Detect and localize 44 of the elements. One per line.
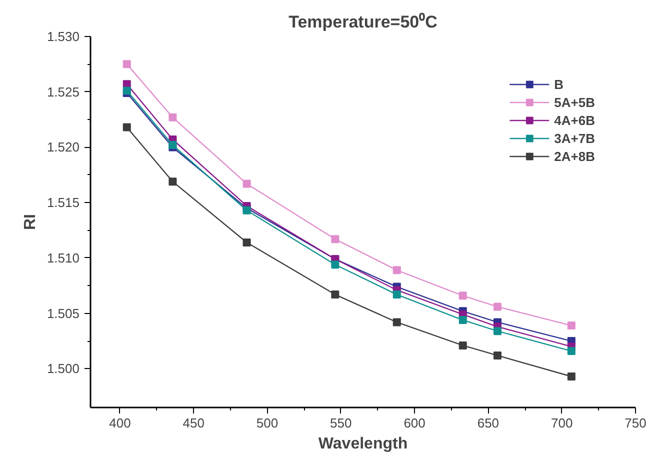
y-tick-label: 1.530 — [46, 29, 80, 44]
x-tick-label: 700 — [551, 416, 573, 430]
point — [458, 341, 467, 350]
legend-label: B — [554, 76, 565, 92]
point — [567, 347, 576, 356]
x-tick-label: 450 — [182, 416, 204, 430]
legend-label: 2A+8B — [554, 148, 595, 164]
y-tick-label: 1.500 — [46, 361, 80, 376]
point — [242, 180, 251, 188]
point — [168, 113, 177, 122]
point — [122, 123, 131, 132]
y-tick-label: 1.510 — [46, 250, 80, 266]
point — [567, 322, 576, 330]
point — [567, 372, 576, 380]
legend-label: 4A+6B — [554, 112, 595, 128]
y-tick-label: 1.505 — [46, 306, 80, 321]
point — [392, 290, 401, 299]
x-tick-label: 650 — [477, 416, 500, 430]
point — [331, 290, 340, 299]
point — [242, 238, 251, 246]
chart-title: Temperature=50⁰C — [288, 12, 438, 32]
point — [122, 60, 131, 68]
x-axis-title: Wavelength — [318, 436, 408, 452]
x-tick-label: 400 — [109, 416, 131, 430]
legend-label: 5A+5B — [554, 94, 595, 110]
x-tick-label: 550 — [330, 416, 352, 430]
y-axis-title: RI — [22, 214, 39, 230]
y-tick-label: 1.520 — [46, 140, 80, 155]
point — [458, 316, 467, 324]
point — [493, 327, 502, 336]
point — [331, 235, 340, 244]
point — [392, 266, 401, 274]
point — [331, 260, 340, 269]
point — [493, 302, 502, 311]
x-tick-label: 600 — [404, 416, 426, 430]
x-tick-label: 500 — [256, 416, 278, 430]
point — [168, 178, 177, 186]
y-tick-label: 1.525 — [46, 84, 80, 100]
legend-label: 3A+7B — [554, 130, 595, 146]
point — [392, 318, 401, 326]
point — [458, 292, 467, 300]
y-tick-label: 1.515 — [46, 195, 80, 210]
x-tick-label: 750 — [624, 416, 646, 430]
point — [493, 351, 502, 360]
